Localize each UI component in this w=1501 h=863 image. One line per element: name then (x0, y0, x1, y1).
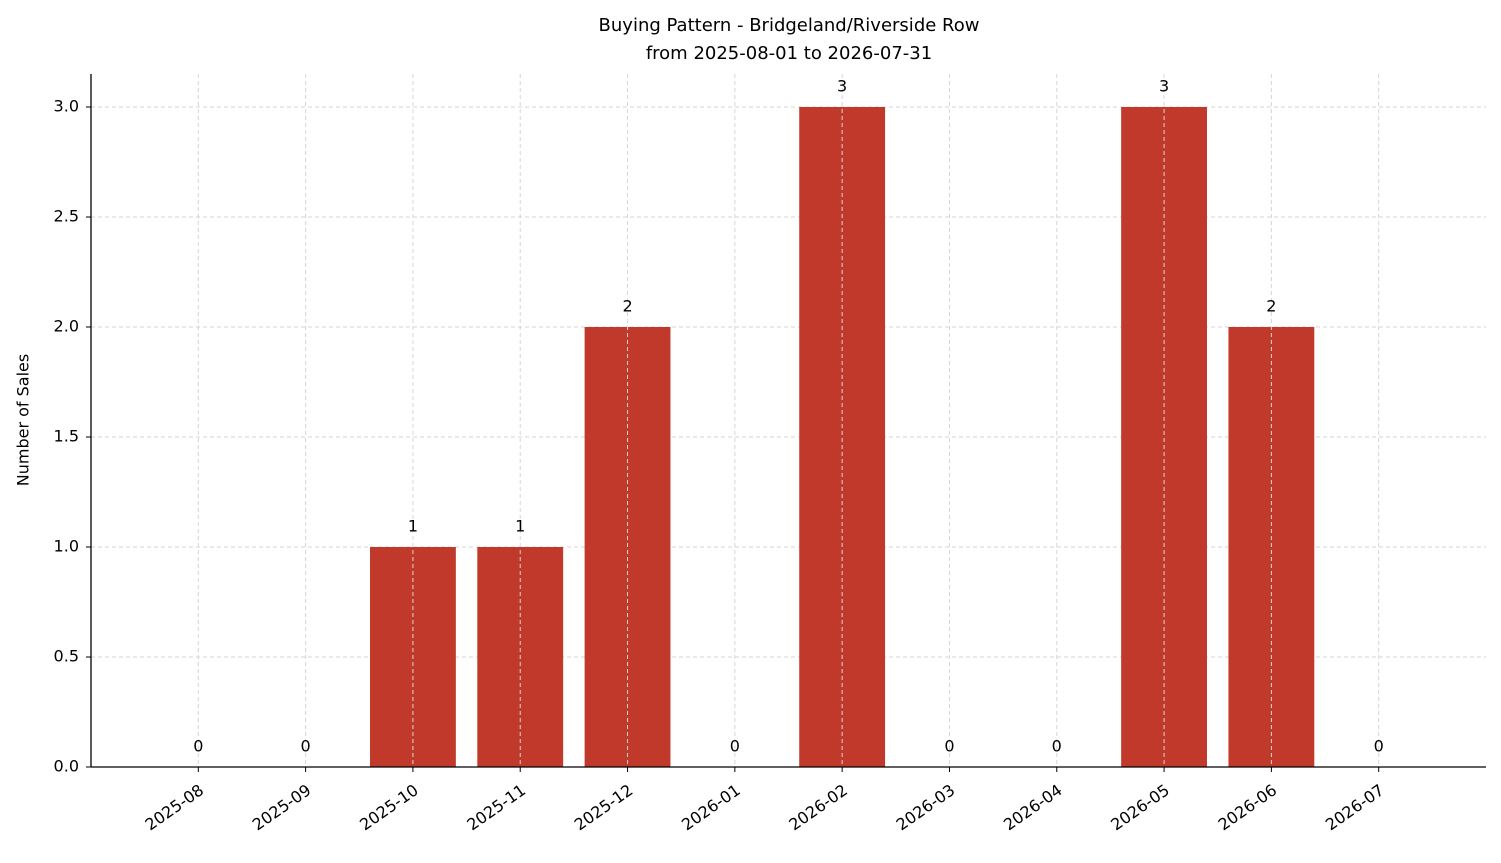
value-label: 0 (944, 737, 954, 756)
value-label: 0 (301, 737, 311, 756)
bar (799, 107, 886, 767)
value-label: 1 (408, 517, 418, 536)
value-label: 0 (730, 737, 740, 756)
value-label: 3 (837, 77, 847, 96)
chart-subtitle: from 2025-08-01 to 2026-07-31 (646, 43, 932, 64)
y-tick-label: 3.0 (54, 97, 79, 116)
y-tick-label: 2.0 (54, 317, 79, 336)
value-label: 0 (1052, 737, 1062, 756)
y-tick-label: 0.0 (54, 757, 79, 776)
value-label: 2 (1266, 297, 1276, 316)
value-label: 0 (1374, 737, 1384, 756)
y-axis-label: Number of Sales (14, 354, 33, 486)
chart-title: Buying Pattern - Bridgeland/Riverside Ro… (599, 15, 980, 36)
y-tick-label: 0.5 (54, 647, 79, 666)
value-label: 3 (1159, 77, 1169, 96)
y-tick-label: 1.5 (54, 427, 79, 446)
value-label: 1 (515, 517, 525, 536)
y-tick-label: 2.5 (54, 207, 79, 226)
value-label: 2 (622, 297, 632, 316)
bar (1121, 107, 1207, 767)
y-tick-label: 1.0 (54, 537, 79, 556)
value-label: 0 (193, 737, 203, 756)
